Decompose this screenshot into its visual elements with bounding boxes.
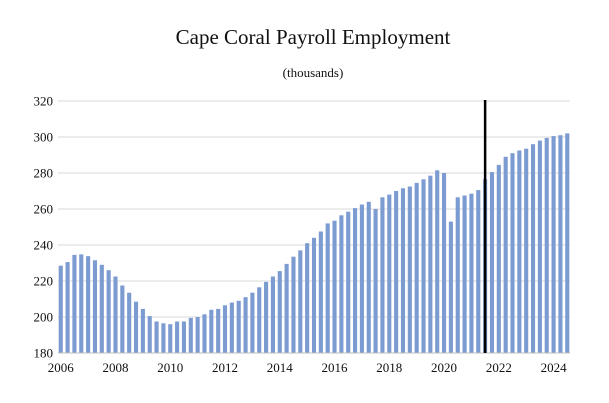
x-tick-label: 2024 xyxy=(541,360,568,375)
bar xyxy=(175,321,180,353)
bar xyxy=(140,308,145,353)
bar xyxy=(133,301,139,353)
bar xyxy=(181,321,186,353)
bar xyxy=(318,231,323,353)
bar xyxy=(120,285,125,353)
bar xyxy=(161,323,166,353)
bar xyxy=(394,191,399,353)
bar xyxy=(229,302,234,353)
bar xyxy=(469,193,474,353)
bar xyxy=(339,215,344,353)
bar xyxy=(476,190,481,353)
bar xyxy=(99,264,104,353)
bar xyxy=(332,220,337,353)
bar xyxy=(202,314,207,353)
bar xyxy=(236,300,241,353)
bar xyxy=(407,186,412,353)
bar xyxy=(305,243,310,353)
y-tick-label: 240 xyxy=(34,238,54,253)
bar xyxy=(188,317,193,353)
bar-series xyxy=(58,133,570,353)
chart-title: Cape Coral Payroll Employment xyxy=(176,25,451,49)
bar xyxy=(243,297,248,353)
bar xyxy=(195,317,200,353)
bar xyxy=(257,287,262,353)
bar xyxy=(387,194,392,353)
y-tick-label: 300 xyxy=(34,130,54,145)
bar xyxy=(127,292,132,353)
y-tick-label: 220 xyxy=(34,274,54,289)
bar xyxy=(154,321,159,353)
bar xyxy=(400,188,406,353)
bar xyxy=(489,172,495,353)
bar xyxy=(503,156,508,353)
bar xyxy=(92,260,98,353)
bar xyxy=(414,182,419,353)
bar xyxy=(291,256,296,353)
bar xyxy=(558,135,563,353)
x-tick-label: 2008 xyxy=(102,360,128,375)
bar xyxy=(517,150,522,353)
y-tick-label: 180 xyxy=(34,346,54,361)
x-tick-label: 2022 xyxy=(486,360,512,375)
x-tick-label: 2006 xyxy=(48,360,75,375)
bar xyxy=(442,173,447,353)
x-tick-label: 2014 xyxy=(267,360,294,375)
bar xyxy=(72,254,77,353)
x-tick-label: 2012 xyxy=(212,360,238,375)
bar xyxy=(216,308,221,353)
bar xyxy=(113,276,118,353)
bar xyxy=(325,223,330,353)
bar xyxy=(222,305,228,353)
bar xyxy=(168,324,173,353)
bar xyxy=(311,237,317,353)
bar xyxy=(366,201,371,353)
bar xyxy=(421,179,426,353)
bar xyxy=(530,144,536,353)
bar xyxy=(58,265,63,353)
bar xyxy=(147,316,152,353)
bar xyxy=(209,309,214,353)
bar xyxy=(428,175,433,353)
x-tick-label: 2018 xyxy=(376,360,402,375)
x-tick-label: 2016 xyxy=(322,360,349,375)
bar xyxy=(106,270,111,353)
bar xyxy=(496,164,501,353)
chart-subtitle: (thousands) xyxy=(283,65,344,80)
bar xyxy=(537,140,542,353)
bar xyxy=(524,148,529,353)
bar xyxy=(86,256,91,353)
bar xyxy=(359,204,364,353)
bar xyxy=(264,281,269,353)
x-axis-ticks: 2006 2008 2010 2012 2014 2016 2018 2020 2022 2024 xyxy=(48,360,567,375)
bar xyxy=(277,271,282,353)
bar xyxy=(462,195,467,353)
y-axis-ticks: 180 200 220 240 260 280 300 320 xyxy=(34,94,54,361)
bar xyxy=(373,209,378,353)
y-tick-label: 260 xyxy=(34,202,54,217)
bar xyxy=(435,170,440,353)
bar xyxy=(353,208,358,353)
y-tick-label: 200 xyxy=(34,310,54,325)
y-tick-label: 280 xyxy=(34,166,54,181)
bar xyxy=(565,133,570,353)
bar xyxy=(250,292,255,353)
x-tick-label: 2010 xyxy=(157,360,183,375)
bar xyxy=(544,137,549,353)
bar xyxy=(65,262,70,353)
bar xyxy=(284,263,289,353)
bar xyxy=(270,276,275,353)
bar xyxy=(298,250,303,353)
bar xyxy=(448,221,453,353)
bar xyxy=(455,197,460,353)
bar xyxy=(510,153,515,353)
y-tick-label: 320 xyxy=(34,94,54,109)
bar xyxy=(79,254,84,353)
bar xyxy=(380,197,385,353)
x-tick-label: 2020 xyxy=(431,360,457,375)
bar xyxy=(551,136,556,353)
bar xyxy=(346,211,351,353)
